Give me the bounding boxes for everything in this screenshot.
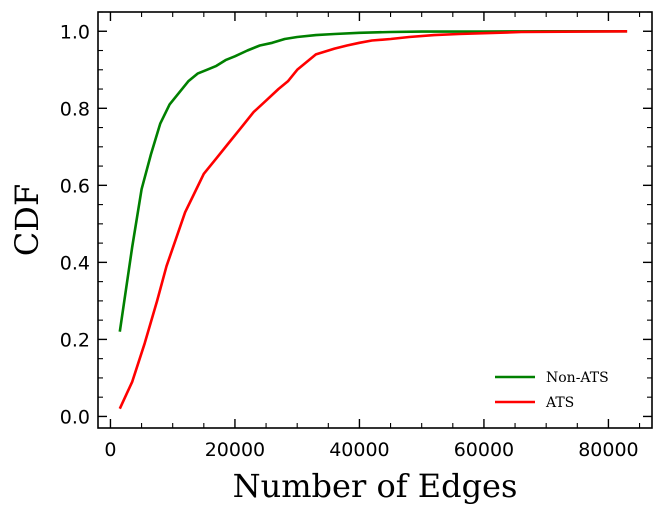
legend-label-ats: ATS	[545, 395, 574, 411]
x-axis-title: Number of Edges	[233, 467, 518, 505]
y-tick-label: 0.8	[60, 98, 90, 120]
x-tick-label: 0	[104, 439, 116, 461]
axis-ticks	[98, 11, 652, 428]
x-tick-label: 20000	[205, 439, 265, 461]
y-tick-label: 0.0	[60, 406, 90, 428]
y-tick-label: 0.2	[60, 329, 90, 351]
y-tick-label: 1.0	[60, 21, 90, 43]
y-tick-label: 0.6	[60, 175, 90, 197]
y-axis-title: CDF	[8, 184, 46, 256]
series-line-ats	[118, 30, 628, 410]
x-tick-label: 60000	[454, 439, 514, 461]
legend-label-non-ats: Non-ATS	[546, 370, 609, 386]
tick-labels: 0 20000 40000 60000 80000 0.0 0.2 0.4 0.6 0.8 1.0	[60, 21, 639, 461]
y-tick-label: 0.4	[60, 252, 90, 274]
x-tick-label: 40000	[329, 439, 389, 461]
series-line-non-ats	[118, 30, 628, 332]
plot-frame	[97, 11, 653, 429]
plot-area	[118, 30, 628, 410]
x-tick-label: 80000	[578, 439, 638, 461]
legend: Non-ATS ATS	[495, 370, 609, 411]
